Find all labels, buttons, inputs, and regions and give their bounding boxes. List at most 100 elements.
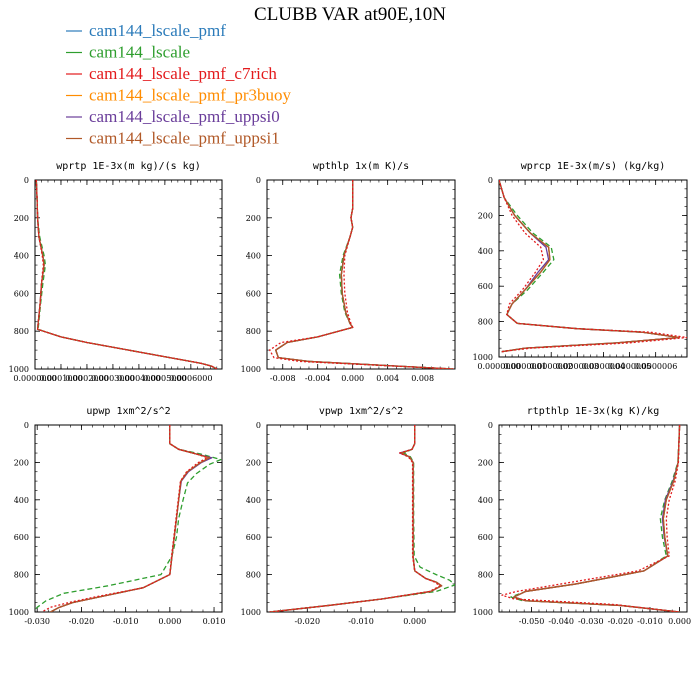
legend-label: cam144_lscale_pmf — [89, 21, 226, 40]
legend-label: cam144_lscale_pmf_pr3buoy — [89, 86, 292, 105]
panel-title: wprcp 1E-3x(m/s) (kg/kg) — [521, 161, 666, 172]
y-tick-label: 400 — [478, 247, 493, 256]
x-tick-label: 0.0000006 — [634, 362, 677, 371]
series-group — [268, 180, 454, 369]
y-tick-label: 400 — [246, 252, 261, 261]
y-tick-label: 200 — [246, 214, 261, 223]
series-line — [35, 425, 222, 611]
y-tick-label: 600 — [246, 533, 261, 542]
y-tick-label: 0 — [488, 176, 493, 185]
series-line — [35, 180, 218, 369]
series-line — [499, 180, 687, 353]
series-line — [510, 425, 681, 612]
legend-label: cam144_lscale_pmf_c7rich — [89, 64, 277, 83]
x-tick-label: 0.0000005 — [608, 362, 651, 371]
x-tick-label: 0.010 — [203, 617, 226, 626]
chart-panel: rtpthlp 1E-3x(kg K)/kg 0 200 400 600 800 1000 -… — [473, 406, 691, 626]
chart-panel: vpwp 1xm^2/s^2 0 200 400 600 800 1000 -0.020 -0.… — [241, 406, 456, 626]
x-tick-label: 0.0000002 — [530, 362, 573, 371]
x-tick-label: 0.000 — [668, 617, 691, 626]
y-tick-label: 800 — [246, 327, 261, 336]
y-tick-label: 200 — [478, 458, 493, 467]
series-group — [269, 425, 455, 612]
x-tick-label: 0.0000004 — [582, 362, 625, 371]
series-line — [50, 425, 211, 612]
chart-panel: wprcp 1E-3x(m/s) (kg/kg) 0 200 400 600 800 100… — [473, 161, 688, 371]
y-tick-label: 0 — [24, 421, 29, 430]
y-tick-label: 600 — [246, 289, 261, 298]
y-tick-label: 1000 — [241, 608, 261, 617]
y-tick-label: 1000 — [473, 608, 493, 617]
y-tick-label: 200 — [14, 214, 29, 223]
series-line — [499, 180, 680, 353]
y-tick-label: 800 — [14, 571, 29, 580]
panel-title: wprtp 1E-3x(m kg)/(s kg) — [56, 161, 201, 172]
x-tick-label: 0.000 — [341, 374, 364, 383]
series-line — [275, 180, 454, 369]
y-tick-label: 400 — [14, 496, 29, 505]
y-tick-label: 200 — [478, 211, 493, 220]
series-line — [269, 425, 455, 612]
x-tick-label: -0.030 — [24, 617, 50, 626]
chart-panel: wpthlp 1x(m K)/s 0 200 400 600 800 1000 -0.008-… — [241, 161, 456, 383]
y-tick-label: 1000 — [9, 365, 29, 374]
x-tick-label: 0.000 — [158, 617, 181, 626]
y-tick-label: 0 — [256, 421, 261, 430]
series-line — [50, 425, 211, 612]
series-line — [499, 180, 680, 353]
x-tick-label: -0.030 — [578, 617, 604, 626]
y-tick-label: 600 — [478, 533, 493, 542]
series-line — [35, 180, 218, 369]
series-line — [268, 180, 454, 369]
y-tick-label: 200 — [14, 458, 29, 467]
series-line — [50, 425, 213, 612]
series-line — [513, 425, 681, 612]
series-line — [513, 425, 681, 612]
legend-label: cam144_lscale — [89, 43, 190, 62]
series-line — [269, 425, 443, 612]
series-line — [513, 425, 681, 612]
y-tick-label: 600 — [14, 289, 29, 298]
panel-title: upwp 1xm^2/s^2 — [86, 406, 170, 417]
x-tick-label: 0.0000001 — [503, 362, 546, 371]
series-group — [35, 180, 218, 369]
series-line — [513, 425, 681, 612]
x-tick-label: 0.000 — [403, 617, 426, 626]
x-tick-label: -0.020 — [294, 617, 320, 626]
x-tick-label: 0.0000000 — [13, 374, 56, 383]
x-tick-label: -0.040 — [548, 617, 574, 626]
plot-frame — [266, 424, 456, 613]
x-tick-label: -0.010 — [113, 617, 139, 626]
plot-frame — [498, 424, 688, 613]
series-line — [35, 180, 218, 369]
figure-title: CLUBB VAR at90E,10N — [254, 4, 446, 25]
series-line — [35, 180, 218, 369]
y-tick-label: 800 — [478, 571, 493, 580]
x-tick-label: 0.0000000 — [477, 362, 520, 371]
x-tick-label: 0.0005000 — [143, 374, 186, 383]
chart-panel: wprtp 1E-3x(m kg)/(s kg) 0 200 400 600 800 100… — [9, 161, 223, 383]
legend-label: cam144_lscale_pmf_uppsi1 — [89, 129, 280, 148]
series-line — [269, 425, 443, 612]
series-line — [269, 425, 441, 612]
panel-title: vpwp 1xm^2/s^2 — [319, 406, 403, 417]
x-tick-label: 0.0004000 — [117, 374, 160, 383]
y-tick-label: 800 — [246, 571, 261, 580]
series-line — [35, 180, 218, 369]
series-line — [499, 180, 680, 353]
x-tick-label: -0.050 — [519, 617, 545, 626]
x-tick-label: 0.004 — [376, 374, 399, 383]
y-tick-label: 800 — [14, 327, 29, 336]
series-line — [275, 180, 454, 369]
x-tick-label: -0.010 — [637, 617, 663, 626]
y-tick-label: 1000 — [9, 608, 29, 617]
chart-panels: wprtp 1E-3x(m kg)/(s kg) 0 200 400 600 800 100… — [9, 161, 691, 626]
y-tick-label: 0 — [24, 176, 29, 185]
series-line — [499, 180, 680, 353]
series-line — [501, 425, 681, 612]
series-group — [35, 425, 222, 612]
series-line — [275, 180, 454, 369]
x-tick-label: 0.0001000 — [39, 374, 82, 383]
series-group — [499, 180, 687, 353]
